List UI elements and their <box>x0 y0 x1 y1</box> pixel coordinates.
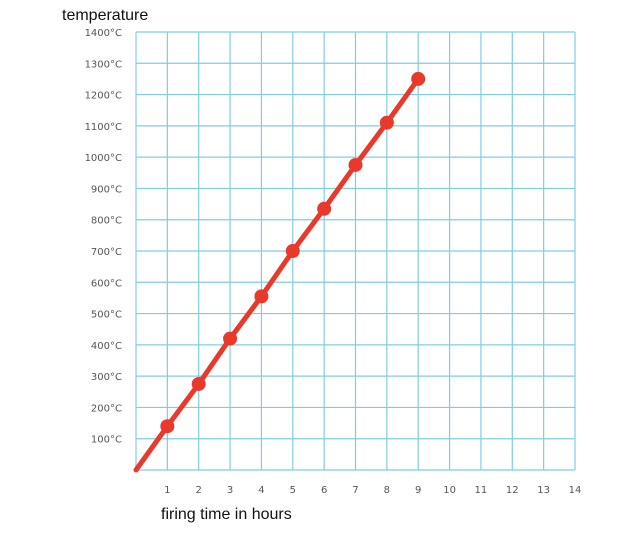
x-tick-labels: 1 2 3 4 5 6 7 8 9 10 11 12 13 14 <box>164 485 581 496</box>
x-tick-label: 9 <box>415 485 421 496</box>
y-tick-label: 600°C <box>91 278 122 289</box>
data-point <box>411 71 426 86</box>
y-tick-label: 1400°C <box>85 28 122 39</box>
x-tick-label: 8 <box>384 485 390 496</box>
x-tick-label: 14 <box>569 485 582 496</box>
x-tick-label: 7 <box>352 485 358 496</box>
y-tick-label: 300°C <box>91 372 122 383</box>
y-tick-label: 800°C <box>91 216 122 227</box>
data-point <box>223 331 238 346</box>
x-tick-label: 6 <box>321 485 327 496</box>
y-tick-label: 1200°C <box>85 91 122 102</box>
y-tick-label: 700°C <box>91 247 122 258</box>
y-tick-label: 100°C <box>91 435 122 446</box>
y-tick-labels: 100°C 200°C 300°C 400°C 500°C 600°C 700°C 800°C… <box>85 28 122 446</box>
y-tick-label: 1100°C <box>85 122 122 133</box>
data-point <box>160 419 175 434</box>
y-axis-title: temperature <box>62 7 148 24</box>
series-line <box>133 76 421 473</box>
x-tick-label: 2 <box>196 485 202 496</box>
y-tick-label: 500°C <box>91 310 122 321</box>
y-tick-label: 1000°C <box>85 153 122 164</box>
x-tick-label: 10 <box>443 485 456 496</box>
data-point <box>317 201 332 216</box>
y-tick-label: 200°C <box>91 403 122 414</box>
x-tick-label: 13 <box>537 485 550 496</box>
x-tick-label: 4 <box>258 485 264 496</box>
data-point <box>191 376 206 391</box>
y-tick-label: 400°C <box>91 341 122 352</box>
data-point <box>348 157 363 172</box>
y-tick-label: 900°C <box>91 184 122 195</box>
x-tick-label: 1 <box>164 485 170 496</box>
x-tick-label: 12 <box>506 485 519 496</box>
x-tick-label: 5 <box>290 485 296 496</box>
grid <box>135 31 576 471</box>
x-axis-title: firing time in hours <box>161 506 292 523</box>
x-tick-label: 3 <box>227 485 233 496</box>
data-point <box>254 289 269 304</box>
y-tick-label: 1300°C <box>85 59 122 70</box>
data-point <box>285 244 300 258</box>
x-tick-label: 11 <box>475 485 488 496</box>
data-point <box>379 115 394 130</box>
series-layer <box>133 71 426 473</box>
